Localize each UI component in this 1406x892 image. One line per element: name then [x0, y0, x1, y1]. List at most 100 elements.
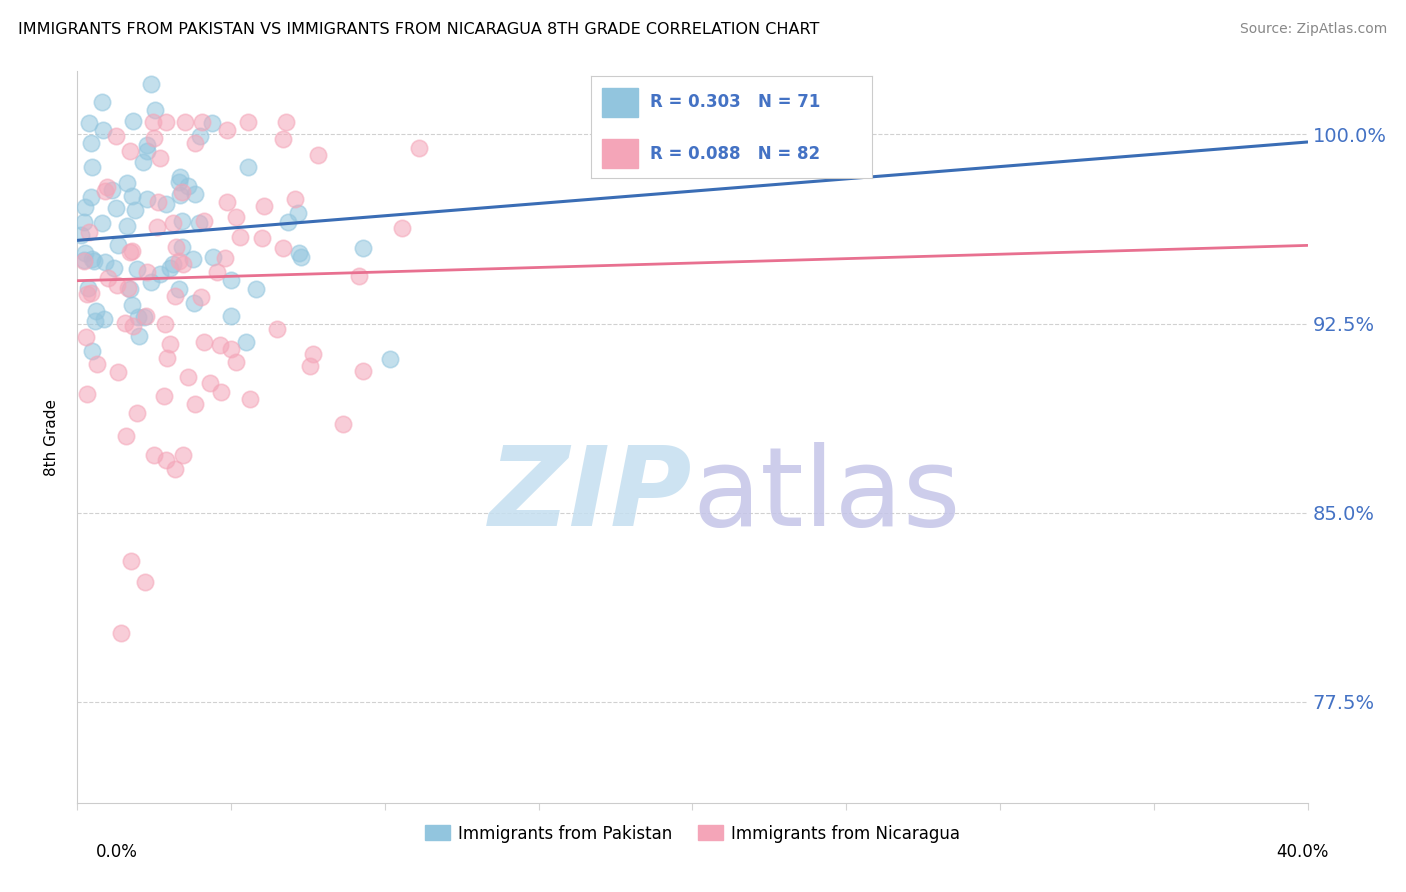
Point [124, 203, 146, 218]
Point [229, 229, 252, 244]
Point [172, 257, 194, 271]
Point [190, 290, 212, 304]
Point [156, 351, 179, 366]
Point [352, 241, 374, 255]
Text: ZIP: ZIP [489, 442, 693, 549]
Point [70, 227, 93, 242]
Point [165, 289, 187, 303]
Text: R = 0.088   N = 82: R = 0.088 N = 82 [650, 145, 820, 162]
Point [114, 316, 136, 330]
Point [225, 210, 247, 224]
Point [167, 282, 190, 296]
Point [201, 116, 224, 130]
Point [209, 384, 232, 399]
Point [162, 216, 184, 230]
Point [107, 365, 129, 379]
Point [391, 221, 413, 235]
Point [172, 185, 194, 199]
Point [122, 114, 145, 128]
Point [135, 309, 157, 323]
Point [208, 338, 231, 352]
Point [153, 317, 176, 331]
Point [136, 265, 159, 279]
Point [159, 337, 181, 351]
Point [139, 275, 162, 289]
Point [125, 261, 148, 276]
Point [121, 297, 143, 311]
Point [97, 270, 120, 285]
Point [132, 155, 155, 169]
Point [177, 179, 200, 194]
Point [287, 205, 309, 219]
Bar [602, 139, 638, 168]
Point [253, 199, 276, 213]
Point [134, 574, 156, 589]
Point [82, 343, 104, 358]
Point [76, 287, 98, 301]
Point [107, 238, 129, 252]
Point [287, 246, 309, 260]
Point [139, 77, 162, 91]
Point [121, 244, 143, 258]
Point [200, 376, 222, 390]
Point [347, 268, 370, 283]
Point [148, 194, 170, 209]
Point [219, 342, 242, 356]
Point [83, 254, 105, 268]
Point [252, 231, 274, 245]
Point [115, 219, 138, 233]
Point [91, 95, 114, 110]
Point [94, 185, 117, 199]
Point [91, 123, 114, 137]
Point [332, 417, 354, 432]
Point [128, 328, 150, 343]
Point [165, 240, 187, 254]
Point [191, 115, 214, 129]
Point [193, 214, 215, 228]
Point [104, 129, 127, 144]
Point [183, 252, 205, 267]
Point [177, 370, 200, 384]
Point [284, 192, 307, 206]
Point [80, 136, 103, 150]
Point [80, 286, 103, 301]
Point [136, 144, 159, 158]
Point [73, 254, 96, 268]
Point [352, 364, 374, 378]
Text: 0.0%: 0.0% [96, 843, 138, 861]
Point [125, 406, 148, 420]
Point [236, 115, 259, 129]
Point [77, 225, 100, 239]
Point [90, 216, 112, 230]
Point [169, 170, 191, 185]
Point [104, 202, 127, 216]
Point [120, 553, 142, 567]
Point [121, 189, 143, 203]
Point [86, 357, 108, 371]
Point [77, 116, 100, 130]
Point [169, 254, 191, 268]
Point [122, 319, 145, 334]
Point [93, 312, 115, 326]
Point [142, 448, 165, 462]
Point [136, 138, 159, 153]
Point [136, 192, 159, 206]
Point [183, 296, 205, 310]
Point [266, 322, 288, 336]
Point [290, 250, 312, 264]
Point [127, 310, 149, 324]
Point [380, 352, 402, 367]
Point [184, 397, 207, 411]
Point [165, 462, 187, 476]
Legend: Immigrants from Pakistan, Immigrants from Nicaragua: Immigrants from Pakistan, Immigrants fro… [419, 818, 966, 849]
Point [149, 268, 172, 282]
Text: IMMIGRANTS FROM PAKISTAN VS IMMIGRANTS FROM NICARAGUA 8TH GRADE CORRELATION CHAR: IMMIGRANTS FROM PAKISTAN VS IMMIGRANTS F… [18, 22, 820, 37]
Point [105, 277, 128, 292]
Point [408, 141, 430, 155]
Point [271, 241, 294, 255]
Point [245, 282, 267, 296]
Point [155, 197, 177, 211]
Point [152, 389, 174, 403]
Point [184, 187, 207, 202]
Point [84, 303, 107, 318]
